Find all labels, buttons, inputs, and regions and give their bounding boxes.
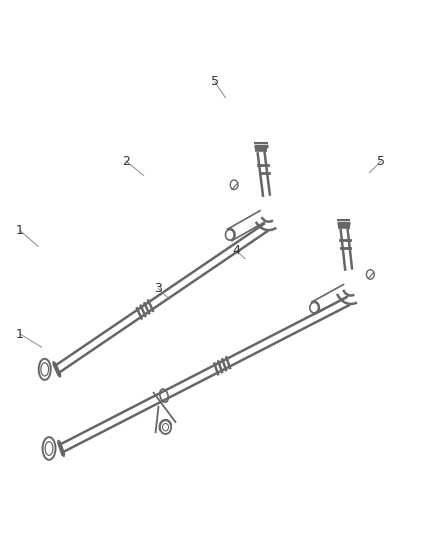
Text: 1: 1 [16,327,24,341]
Text: 5: 5 [377,155,385,167]
Text: 2: 2 [122,155,130,167]
Text: 4: 4 [233,244,240,257]
Text: 1: 1 [16,224,24,237]
Text: 5: 5 [211,75,219,88]
Text: 3: 3 [155,282,162,295]
